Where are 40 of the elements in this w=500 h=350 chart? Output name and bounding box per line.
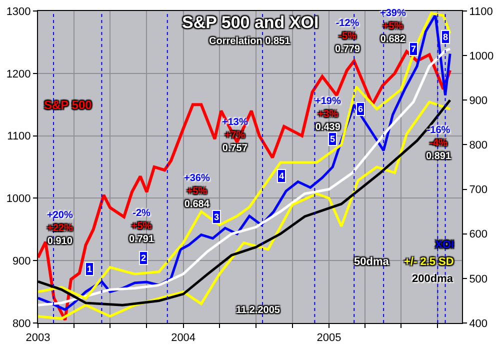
y2-tick-label: 800 xyxy=(469,140,488,152)
annotation: +36% +5% 0.684 xyxy=(184,173,210,210)
y2-tick-label: 400 xyxy=(469,318,488,330)
y2-tick-label: 600 xyxy=(469,228,488,241)
y-tick-label: 1000 xyxy=(6,193,31,206)
x-tick-label: 2003 xyxy=(26,332,50,344)
y2-tick-label: 900 xyxy=(469,94,488,107)
y2-tick-label: 1000 xyxy=(469,50,494,62)
annotation: +20% +22% 0.910 xyxy=(47,210,73,247)
text: 200dma xyxy=(412,273,454,285)
y-tick-label: 800 xyxy=(12,318,31,330)
y2-tick-label: 500 xyxy=(469,273,488,286)
annotation: -2% +5% 0.791 xyxy=(129,208,154,245)
annotation: 6 xyxy=(358,104,364,114)
y-tick-label: 1100 xyxy=(7,130,31,143)
text: 50dma xyxy=(354,256,390,268)
annotation: +19% +3% 0.439 xyxy=(315,96,341,133)
annotation: 11.2.2005 xyxy=(236,305,280,316)
annotation: 8 xyxy=(443,32,448,42)
annotation: 3 xyxy=(214,212,220,222)
annotation: 5 xyxy=(330,134,336,144)
annotation: +39% +5% 0.682 xyxy=(380,8,406,45)
annotation: 4 xyxy=(279,171,284,181)
annotation: 1 xyxy=(87,264,92,274)
text: XOI xyxy=(435,239,454,251)
annotation: -16% -4% 0.891 xyxy=(426,125,452,162)
annotation: -12% -5% 0.779 xyxy=(335,18,360,55)
x-tick-label: 2005 xyxy=(316,332,342,344)
y2-tick-label: 1100 xyxy=(469,6,493,18)
x-tick-label: 2004 xyxy=(171,332,196,344)
annotation: 2 xyxy=(141,253,146,263)
annotation: 7 xyxy=(411,44,416,54)
text: S&P 500 xyxy=(44,98,92,112)
y-tick-label: 900 xyxy=(12,255,31,268)
y2-tick-label: 700 xyxy=(469,184,488,196)
text: Correlation 0.851 xyxy=(209,36,291,47)
chart-title: S&P 500 and XOI xyxy=(182,13,319,32)
text: +/- 2.5 SD xyxy=(404,256,454,268)
y-tick-label: 1300 xyxy=(6,6,31,18)
y-tick-label: 1200 xyxy=(6,68,31,80)
